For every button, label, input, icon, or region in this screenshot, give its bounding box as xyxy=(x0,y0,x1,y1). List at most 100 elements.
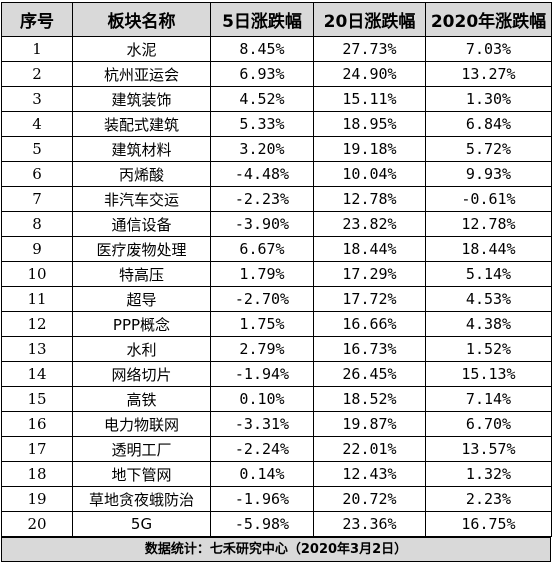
change-5day-cell: -2.24% xyxy=(210,436,314,462)
table-row: 8 通信设备 -3.90% 23.82% 12.78% xyxy=(1,211,552,237)
table-row: 12 PPP概念 1.75% 16.66% 4.38% xyxy=(1,311,552,337)
sector-name-cell: 5G xyxy=(72,511,211,537)
sector-name-cell: 草地贪夜蛾防治 xyxy=(72,486,211,512)
sector-name-cell: 通信设备 xyxy=(72,211,211,237)
row-index-cell: 20 xyxy=(1,511,73,537)
row-index-cell: 10 xyxy=(1,261,73,287)
col-header-5day-change: 5日涨跌幅 xyxy=(210,2,314,37)
sector-name-cell: 透明工厂 xyxy=(72,436,211,462)
change-5day-cell: 1.79% xyxy=(210,261,314,287)
row-index-cell: 13 xyxy=(1,336,73,362)
change-5day-cell: 2.79% xyxy=(210,336,314,362)
change-2020-cell: -0.61% xyxy=(425,186,552,212)
sector-name-cell: PPP概念 xyxy=(72,311,211,337)
change-2020-cell: 4.53% xyxy=(425,286,552,312)
change-20day-cell: 10.04% xyxy=(313,161,426,187)
change-20day-cell: 18.44% xyxy=(313,236,426,262)
change-20day-cell: 16.66% xyxy=(313,311,426,337)
change-20day-cell: 19.87% xyxy=(313,411,426,437)
table-body: 1 水泥 8.45% 27.73% 7.03% 2 杭州亚运会 6.93% 24.90% 13.2… xyxy=(1,36,552,537)
change-5day-cell: 3.20% xyxy=(210,136,314,162)
change-5day-cell: -1.96% xyxy=(210,486,314,512)
table-row: 7 非汽车交运 -2.23% 12.78% -0.61% xyxy=(1,186,552,212)
table-row: 20 5G -5.98% 23.36% 16.75% xyxy=(1,511,552,537)
change-2020-cell: 6.70% xyxy=(425,411,552,437)
table-row: 10 特高压 1.79% 17.29% 5.14% xyxy=(1,261,552,287)
row-index-cell: 2 xyxy=(1,61,73,87)
table-row: 15 高铁 0.10% 18.52% 7.14% xyxy=(1,386,552,412)
sector-name-cell: 电力物联网 xyxy=(72,411,211,437)
change-20day-cell: 26.45% xyxy=(313,361,426,387)
row-index-cell: 9 xyxy=(1,236,73,262)
change-5day-cell: 4.52% xyxy=(210,86,314,112)
table-row: 5 建筑材料 3.20% 19.18% 5.72% xyxy=(1,136,552,162)
sector-name-cell: 特高压 xyxy=(72,261,211,287)
change-5day-cell: 1.75% xyxy=(210,311,314,337)
row-index-cell: 1 xyxy=(1,36,73,62)
change-2020-cell: 6.84% xyxy=(425,111,552,137)
row-index-cell: 5 xyxy=(1,136,73,162)
table-row: 13 水利 2.79% 16.73% 1.52% xyxy=(1,336,552,362)
table-row: 19 草地贪夜蛾防治 -1.96% 20.72% 2.23% xyxy=(1,486,552,512)
change-20day-cell: 24.90% xyxy=(313,61,426,87)
row-index-cell: 3 xyxy=(1,86,73,112)
sector-name-cell: 医疗废物处理 xyxy=(72,236,211,262)
table-row: 2 杭州亚运会 6.93% 24.90% 13.27% xyxy=(1,61,552,87)
table-row: 11 超导 -2.70% 17.72% 4.53% xyxy=(1,286,552,312)
change-2020-cell: 12.78% xyxy=(425,211,552,237)
change-2020-cell: 16.75% xyxy=(425,511,552,537)
change-2020-cell: 15.13% xyxy=(425,361,552,387)
row-index-cell: 6 xyxy=(1,161,73,187)
data-source-footer: 数据统计：七禾研究中心（2020年3月2日） xyxy=(1,537,551,562)
change-5day-cell: 0.14% xyxy=(210,461,314,487)
change-20day-cell: 19.18% xyxy=(313,136,426,162)
sector-name-cell: 地下管网 xyxy=(72,461,211,487)
change-2020-cell: 5.72% xyxy=(425,136,552,162)
change-20day-cell: 15.11% xyxy=(313,86,426,112)
change-2020-cell: 4.38% xyxy=(425,311,552,337)
col-header-20day-change: 20日涨跌幅 xyxy=(313,2,426,37)
change-2020-cell: 1.52% xyxy=(425,336,552,362)
table-row: 14 网络切片 -1.94% 26.45% 15.13% xyxy=(1,361,552,387)
sector-name-cell: 水泥 xyxy=(72,36,211,62)
change-5day-cell: -1.94% xyxy=(210,361,314,387)
change-5day-cell: 5.33% xyxy=(210,111,314,137)
sector-name-cell: 丙烯酸 xyxy=(72,161,211,187)
change-20day-cell: 16.73% xyxy=(313,336,426,362)
change-20day-cell: 22.01% xyxy=(313,436,426,462)
sector-name-cell: 网络切片 xyxy=(72,361,211,387)
table-row: 9 医疗废物处理 6.67% 18.44% 18.44% xyxy=(1,236,552,262)
change-20day-cell: 23.82% xyxy=(313,211,426,237)
sector-name-cell: 建筑装饰 xyxy=(72,86,211,112)
change-20day-cell: 18.52% xyxy=(313,386,426,412)
col-header-sector-name: 板块名称 xyxy=(72,2,211,37)
table-row: 17 透明工厂 -2.24% 22.01% 13.57% xyxy=(1,436,552,462)
sector-name-cell: 装配式建筑 xyxy=(72,111,211,137)
row-index-cell: 15 xyxy=(1,386,73,412)
sector-name-cell: 建筑材料 xyxy=(72,136,211,162)
change-20day-cell: 17.72% xyxy=(313,286,426,312)
change-2020-cell: 13.57% xyxy=(425,436,552,462)
table-row: 3 建筑装饰 4.52% 15.11% 1.30% xyxy=(1,86,552,112)
change-5day-cell: -2.70% xyxy=(210,286,314,312)
change-5day-cell: -3.31% xyxy=(210,411,314,437)
change-2020-cell: 1.30% xyxy=(425,86,552,112)
row-index-cell: 14 xyxy=(1,361,73,387)
row-index-cell: 8 xyxy=(1,211,73,237)
row-index-cell: 17 xyxy=(1,436,73,462)
row-index-cell: 16 xyxy=(1,411,73,437)
change-2020-cell: 1.32% xyxy=(425,461,552,487)
change-2020-cell: 2.23% xyxy=(425,486,552,512)
change-2020-cell: 13.27% xyxy=(425,61,552,87)
change-5day-cell: -4.48% xyxy=(210,161,314,187)
sector-name-cell: 高铁 xyxy=(72,386,211,412)
change-2020-cell: 5.14% xyxy=(425,261,552,287)
table-row: 6 丙烯酸 -4.48% 10.04% 9.93% xyxy=(1,161,552,187)
change-5day-cell: 0.10% xyxy=(210,386,314,412)
change-5day-cell: 8.45% xyxy=(210,36,314,62)
change-2020-cell: 18.44% xyxy=(425,236,552,262)
change-20day-cell: 12.78% xyxy=(313,186,426,212)
sector-name-cell: 超导 xyxy=(72,286,211,312)
table-row: 18 地下管网 0.14% 12.43% 1.32% xyxy=(1,461,552,487)
